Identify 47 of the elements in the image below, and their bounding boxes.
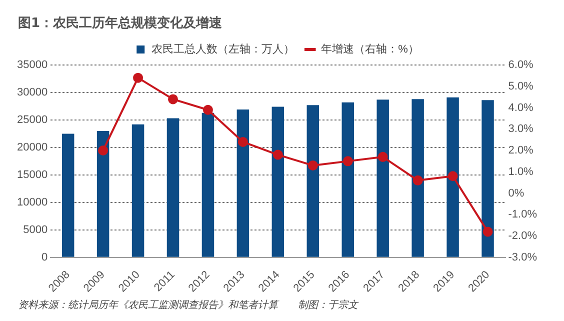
- point: [202, 104, 213, 115]
- bar: [166, 118, 180, 257]
- y-tick-label: 20000: [16, 141, 48, 154]
- y2-tick-label: -2.0%: [508, 230, 538, 242]
- y-tick-label: 30000: [16, 86, 48, 99]
- bar: [376, 100, 389, 257]
- point: [238, 136, 248, 147]
- y-tick-label: 10000: [16, 196, 48, 208]
- bar: [272, 106, 284, 257]
- y2-tick-label: -1.0%: [508, 208, 538, 221]
- point: [378, 152, 388, 162]
- point: [98, 145, 108, 156]
- y2-tick-label: -3.0%: [508, 251, 538, 264]
- chart-title: 图1：农民工历年总规模变化及增速: [17, 14, 224, 33]
- point: [482, 226, 493, 237]
- bar: [482, 100, 494, 257]
- y-tick-label: 35000: [16, 59, 48, 72]
- bar: [446, 97, 459, 257]
- y-tick-label: 15000: [16, 168, 48, 181]
- bar: [306, 105, 320, 257]
- y2-tick-label: 0%: [508, 187, 524, 200]
- point: [412, 175, 423, 186]
- point: [448, 171, 458, 182]
- bar: [62, 134, 74, 257]
- text: 资料来源：统计局历年《农民工监测调查报告》和笔者计算 制图：于宗文: [17, 298, 360, 312]
- y2-tick-label: 5.0%: [508, 80, 534, 92]
- bar: [132, 124, 144, 257]
- y-tick-label: 5000: [23, 224, 48, 236]
- y2-tick-label: 2.0%: [508, 144, 534, 157]
- y2-tick-label: 6.0%: [508, 59, 534, 72]
- y2-tick-label: 1.0%: [508, 166, 534, 178]
- bar: [236, 110, 250, 257]
- point: [133, 72, 144, 83]
- y2-tick-label: 4.0%: [508, 102, 534, 114]
- point: [168, 94, 178, 104]
- bar: [96, 130, 110, 257]
- y-tick-label: 0: [41, 251, 48, 264]
- point: [308, 160, 318, 170]
- legend-label: 年增速（右轴：%）: [321, 42, 419, 56]
- point: [272, 150, 283, 160]
- y-tick-label: 25000: [16, 114, 48, 126]
- bar: [342, 102, 354, 257]
- y2-tick-label: 3.0%: [508, 123, 534, 136]
- bar: [412, 99, 424, 257]
- point: [342, 156, 353, 166]
- legend-label: 农民工总人数（左轴：万人）: [152, 42, 295, 56]
- bar: [202, 112, 214, 257]
